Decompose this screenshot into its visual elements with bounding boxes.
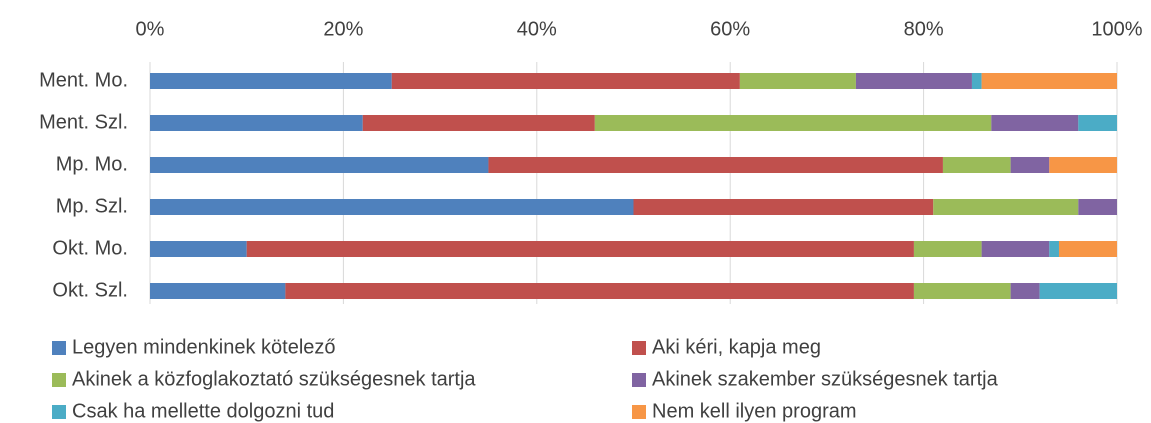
bar-segment xyxy=(633,199,934,215)
legend-swatch xyxy=(632,373,646,387)
bar-segment xyxy=(933,199,1079,215)
bar-segment xyxy=(981,241,1050,257)
bar-segment xyxy=(594,115,992,131)
bar-segment xyxy=(1049,157,1117,173)
legend-swatch xyxy=(632,341,646,355)
y-tick-label: Mp. Szl. xyxy=(56,195,128,217)
legend-swatch xyxy=(632,405,646,419)
bar-segment xyxy=(739,73,856,89)
bar-segment xyxy=(1058,241,1117,257)
x-tick-label: 0% xyxy=(136,18,165,40)
y-tick-label: Ment. Mo. xyxy=(39,69,128,91)
bar-segment xyxy=(913,283,1011,299)
legend-swatch xyxy=(52,341,66,355)
bar-segment xyxy=(991,115,1079,131)
bar-segment xyxy=(150,283,286,299)
bar-segment xyxy=(488,157,943,173)
bar-segment xyxy=(150,157,489,173)
bar-segment xyxy=(1049,241,1059,257)
legend-label: Legyen mindenkinek kötelező xyxy=(72,336,336,358)
bar-segment xyxy=(1010,157,1050,173)
bar-segment xyxy=(391,73,740,89)
bar-segment xyxy=(913,241,982,257)
bar-segment xyxy=(150,73,392,89)
bar-segment xyxy=(1078,199,1117,215)
legend-label: Akinek szakember szükségesnek tartja xyxy=(652,368,999,390)
bar-segment xyxy=(150,241,247,257)
bar-segment xyxy=(246,241,914,257)
legend-swatch xyxy=(52,373,66,387)
legend-label: Nem kell ilyen program xyxy=(652,400,857,422)
x-tick-label: 40% xyxy=(517,18,557,40)
y-tick-label: Mp. Mo. xyxy=(56,153,128,175)
legend-label: Akinek a közfoglakoztató szükségesnek ta… xyxy=(72,368,476,390)
legend-label: Aki kéri, kapja meg xyxy=(652,336,821,358)
bar-segment xyxy=(150,115,363,131)
bar-segment xyxy=(362,115,595,131)
bar-segment xyxy=(1078,115,1117,131)
y-tick-label: Okt. Mo. xyxy=(52,237,128,259)
bar-segment xyxy=(981,73,1117,89)
bar-segment xyxy=(855,73,972,89)
y-tick-label: Ment. Szl. xyxy=(39,111,128,133)
legend-swatch xyxy=(52,405,66,419)
x-tick-label: 100% xyxy=(1091,18,1142,40)
x-tick-label: 60% xyxy=(710,18,750,40)
bar-segment xyxy=(1039,283,1117,299)
y-tick-label: Okt. Szl. xyxy=(52,279,128,301)
bar-segment xyxy=(971,73,982,89)
legend-label: Csak ha mellette dolgozni tud xyxy=(72,400,334,422)
bar-segment xyxy=(1010,283,1040,299)
x-tick-label: 20% xyxy=(323,18,363,40)
x-tick-label: 80% xyxy=(904,18,944,40)
bar-segment xyxy=(150,199,634,215)
bar-segment xyxy=(942,157,1011,173)
bar-segment xyxy=(285,283,914,299)
